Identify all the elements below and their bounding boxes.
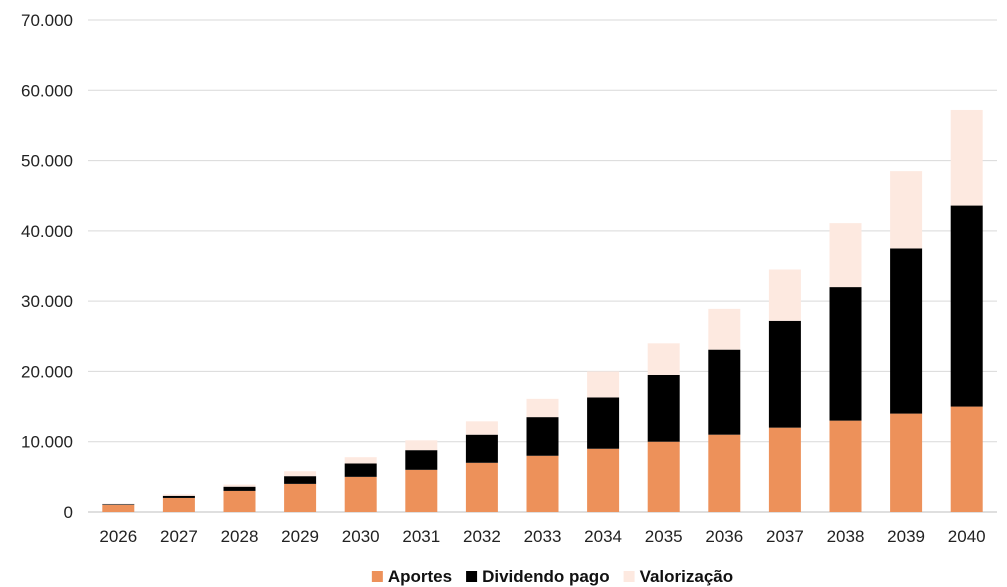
bar-aportes-2039 bbox=[890, 413, 923, 512]
bar-aportes-2026 bbox=[102, 504, 135, 512]
bar-aportes-2028 bbox=[223, 490, 256, 512]
bar-dividendo-pago-2036 bbox=[708, 349, 741, 435]
x-tick-label: 2032 bbox=[463, 527, 501, 546]
x-tick-label: 2030 bbox=[342, 527, 380, 546]
bar-dividendo-pago-2039 bbox=[890, 248, 923, 414]
bar-aportes-2033 bbox=[526, 455, 559, 512]
bar-aportes-2040 bbox=[950, 406, 983, 512]
x-tick-label: 2027 bbox=[160, 527, 198, 546]
x-tick-label: 2034 bbox=[584, 527, 622, 546]
x-tick-label: 2026 bbox=[99, 527, 137, 546]
bar-dividendo-pago-2026 bbox=[102, 504, 135, 505]
x-tick-label: 2035 bbox=[645, 527, 683, 546]
bar-valorizacao-2033 bbox=[526, 398, 559, 418]
legend-label: Valorização bbox=[640, 567, 734, 586]
bar-valorizacao-2030 bbox=[344, 457, 377, 464]
x-tick-label: 2031 bbox=[402, 527, 440, 546]
bar-aportes-2029 bbox=[284, 483, 317, 512]
bar-valorizacao-2034 bbox=[587, 371, 620, 398]
y-axis: 0 10.000 20.000 30.000 40.000 50.000 60.000 70.… bbox=[21, 11, 73, 522]
bar-aportes-2027 bbox=[162, 497, 195, 512]
bar-valorizacao-2027 bbox=[162, 494, 195, 496]
x-tick-label: 2028 bbox=[221, 527, 259, 546]
legend-label: Dividendo pago bbox=[482, 567, 610, 586]
bar-valorizacao-2028 bbox=[223, 484, 256, 487]
legend-swatch bbox=[371, 571, 383, 582]
bar-valorizacao-2032 bbox=[465, 421, 498, 435]
bar-dividendo-pago-2029 bbox=[284, 476, 317, 484]
bar-aportes-2036 bbox=[708, 434, 741, 512]
legend-item-dividendo-pago: Dividendo pago bbox=[466, 567, 610, 586]
bar-aportes-2038 bbox=[829, 420, 862, 512]
bar-valorizacao-2037 bbox=[768, 269, 801, 321]
y-tick-label: 50.000 bbox=[21, 152, 73, 171]
bar-dividendo-pago-2035 bbox=[647, 374, 680, 442]
x-tick-label: 2039 bbox=[887, 527, 925, 546]
legend-item-valorizacao: Valorização bbox=[623, 567, 734, 586]
x-tick-label: 2033 bbox=[524, 527, 562, 546]
bar-valorizacao-2036 bbox=[708, 308, 741, 350]
y-tick-label: 40.000 bbox=[21, 222, 73, 241]
bar-aportes-2030 bbox=[344, 476, 377, 512]
x-tick-label: 2029 bbox=[281, 527, 319, 546]
bar-valorizacao-2038 bbox=[829, 223, 862, 288]
bar-dividendo-pago-2032 bbox=[465, 434, 498, 463]
legend-item-aportes: Aportes bbox=[371, 567, 452, 586]
x-tick-label: 2038 bbox=[827, 527, 865, 546]
bar-valorizacao-2035 bbox=[647, 343, 680, 375]
bar-valorizacao-2031 bbox=[405, 440, 438, 451]
y-tick-label: 0 bbox=[64, 503, 73, 522]
bar-aportes-2034 bbox=[587, 448, 620, 512]
y-tick-label: 60.000 bbox=[21, 81, 73, 100]
legend-swatch bbox=[466, 571, 478, 582]
bar-dividendo-pago-2030 bbox=[344, 463, 377, 477]
bar-valorizacao-2029 bbox=[284, 471, 317, 477]
legend-label: Aportes bbox=[388, 567, 452, 586]
bar-dividendo-pago-2033 bbox=[526, 417, 559, 456]
bar-aportes-2037 bbox=[768, 427, 801, 512]
legend-swatch bbox=[623, 571, 635, 582]
bars bbox=[102, 109, 983, 512]
bar-dividendo-pago-2037 bbox=[768, 320, 801, 428]
bar-dividendo-pago-2028 bbox=[223, 486, 256, 491]
x-axis: 2026 2027 2028 2029 2030 2031 2032 2033 2034 2035… bbox=[99, 527, 985, 546]
y-tick-label: 20.000 bbox=[21, 362, 73, 381]
bar-aportes-2031 bbox=[405, 469, 438, 512]
bar-dividendo-pago-2034 bbox=[587, 397, 620, 449]
bar-valorizacao-2039 bbox=[890, 171, 923, 249]
gridlines bbox=[88, 19, 997, 513]
bar-valorizacao-2040 bbox=[950, 109, 983, 206]
x-tick-label: 2040 bbox=[948, 527, 986, 546]
bar-aportes-2032 bbox=[465, 462, 498, 512]
bar-dividendo-pago-2038 bbox=[829, 287, 862, 421]
bar-dividendo-pago-2040 bbox=[950, 205, 983, 407]
x-tick-label: 2037 bbox=[766, 527, 804, 546]
legend: Aportes Dividendo pago Valorização bbox=[371, 567, 734, 586]
bar-aportes-2035 bbox=[647, 441, 680, 512]
x-tick-label: 2036 bbox=[705, 527, 743, 546]
y-tick-label: 70.000 bbox=[21, 11, 73, 30]
y-tick-label: 30.000 bbox=[21, 292, 73, 311]
bar-dividendo-pago-2027 bbox=[162, 495, 195, 498]
bar-valorizacao-2026 bbox=[102, 503, 135, 505]
bar-dividendo-pago-2031 bbox=[405, 450, 438, 470]
y-tick-label: 10.000 bbox=[21, 433, 73, 452]
